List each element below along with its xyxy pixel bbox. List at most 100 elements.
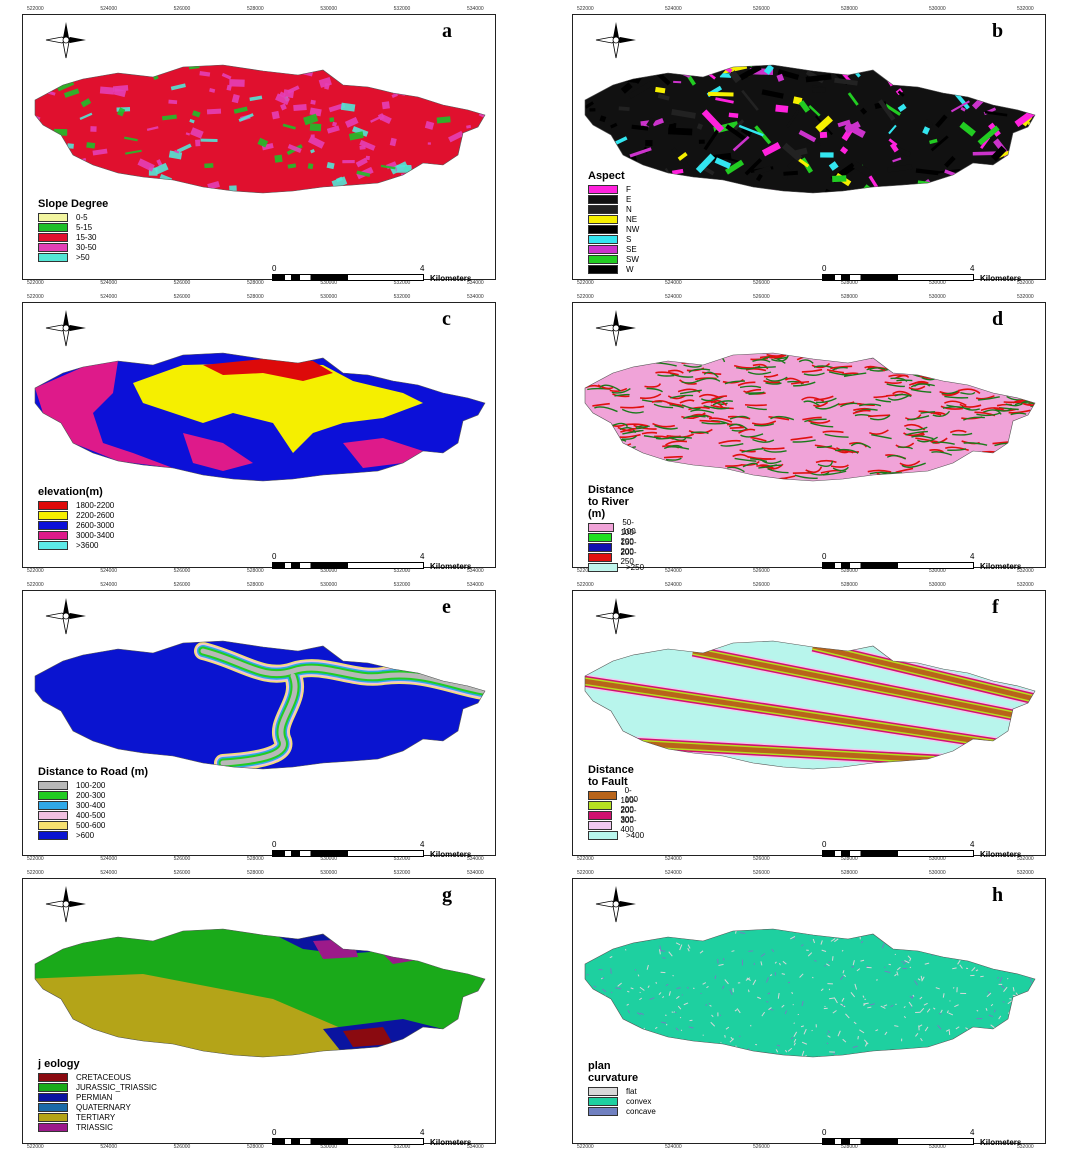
scale-unit-label: Kilometers (980, 562, 1022, 571)
legend-swatch (588, 552, 613, 562)
easting-tick-label: 530000 (320, 856, 338, 862)
easting-tick-label: 532000 (1017, 856, 1034, 862)
legend-item: 2200-2600 (38, 510, 114, 520)
legend-label: >250 (626, 562, 645, 572)
legend-label: CRETACEOUS (76, 1072, 131, 1082)
panel-letter: e (442, 596, 451, 618)
legend-label: 300-400 (76, 800, 106, 810)
legend-swatch (588, 1096, 618, 1106)
legend-label: 200-300 (76, 790, 106, 800)
easting-tick-label: 524000 (100, 6, 118, 12)
legend-item: W (588, 264, 639, 274)
easting-tick-label: 532000 (1017, 280, 1034, 286)
legend-label: 100-200 (76, 780, 106, 790)
easting-tick-label: 532000 (1017, 1144, 1034, 1150)
easting-tick-label: 522000 (577, 280, 594, 286)
map-panel-elevation: 522000 522000 524000 524000 526000 526000 5280… (0, 288, 540, 576)
easting-tick-label: 524000 (100, 870, 118, 876)
legend-label: N (626, 204, 632, 214)
legend-item: E (588, 194, 639, 204)
scale-end-label: 4 (420, 264, 425, 273)
easting-tick-label: 534000 (467, 280, 484, 286)
map-frame (22, 302, 496, 568)
easting-tick-label: 530000 (320, 568, 338, 574)
legend-swatch (38, 520, 68, 530)
legend-label: 300-400 (620, 816, 637, 834)
easting-tick-label: 528000 (841, 568, 858, 574)
easting-tick-label: 524000 (665, 856, 682, 862)
legend-swatch (38, 780, 68, 790)
easting-tick-label: 528000 (841, 280, 858, 286)
easting-tick-label: 530000 (320, 582, 338, 588)
legend-item: 200-300 (588, 806, 644, 824)
legend-item: NE (588, 214, 639, 224)
easting-tick-label: 524000 (665, 280, 682, 286)
legend-item: 0-5 (38, 212, 108, 222)
map-legend: Distance to Road (m) 100-200 200-300 300-40… (38, 766, 148, 840)
legend-item: convex (588, 1096, 656, 1106)
easting-tick-label: 528000 (841, 582, 858, 588)
easting-tick-label: 532000 (393, 856, 411, 862)
legend-item: 30-50 (38, 242, 108, 252)
easting-tick-label: 528000 (247, 856, 264, 862)
easting-tick-label: 522000 (577, 1144, 594, 1150)
legend-swatch (38, 540, 68, 550)
easting-tick-label: 534000 (467, 1144, 484, 1150)
legend-title: plan curvature (588, 1060, 639, 1084)
scale-start-label: 0 (822, 552, 827, 561)
legend-swatch (588, 244, 618, 254)
map-legend: Distance to Fault 0-100 100-200 200-300 300-… (588, 764, 644, 840)
legend-swatch (588, 214, 618, 224)
easting-tick-label: 522000 (577, 856, 594, 862)
legend-swatch (588, 820, 613, 830)
easting-tick-label: 532000 (1017, 582, 1034, 588)
map-legend: Aspect F E N NE NW S SE SW W (588, 170, 639, 274)
easting-tick-label: 524000 (100, 856, 118, 862)
easting-tick-label: 530000 (320, 1144, 338, 1150)
easting-tick-label: 524000 (665, 568, 682, 574)
legend-item: 3000-3400 (38, 530, 114, 540)
easting-tick-label: 522000 (577, 582, 594, 588)
easting-tick-label: 534000 (467, 294, 484, 300)
easting-tick-label: 524000 (665, 582, 682, 588)
legend-swatch (38, 1112, 68, 1122)
legend-label: F (626, 184, 631, 194)
legend-swatch (588, 194, 618, 204)
legend-swatch (38, 232, 68, 242)
scale-unit-label: Kilometers (430, 850, 472, 859)
easting-tick-label: 532000 (393, 1144, 411, 1150)
north-arrow-icon (595, 598, 636, 635)
panel-letter: f (992, 596, 999, 618)
easting-tick-label: 528000 (841, 294, 858, 300)
legend-swatch (38, 1092, 68, 1102)
legend-item: 50-100 (588, 518, 644, 536)
easting-tick-label: 522000 (577, 6, 594, 12)
panel-letter: d (992, 308, 1004, 330)
legend-label: JURASSIC_TRIASSIC (76, 1082, 157, 1092)
easting-tick-label: 530000 (929, 280, 946, 286)
legend-label: >50 (76, 252, 90, 262)
easting-tick-label: 528000 (247, 582, 264, 588)
scale-end-label: 4 (420, 1128, 425, 1137)
legend-label: 0-5 (76, 212, 88, 222)
easting-tick-label: 526000 (753, 870, 770, 876)
easting-tick-label: 526000 (173, 870, 191, 876)
legend-label: NW (626, 224, 640, 234)
easting-tick-label: 526000 (753, 1144, 770, 1150)
easting-tick-label: 522000 (27, 568, 44, 574)
easting-tick-label: 526000 (753, 582, 770, 588)
easting-tick-label: 530000 (320, 294, 338, 300)
scale-end-label: 4 (970, 552, 975, 561)
easting-tick-label: 532000 (393, 582, 411, 588)
map-legend: elevation(m) 1800-2200 2200-2600 2600-3000 3… (38, 486, 114, 550)
legend-item: 200-250 (588, 548, 644, 566)
north-arrow-icon (45, 886, 86, 923)
scale-start-label: 0 (272, 264, 277, 273)
scale-end-label: 4 (970, 840, 975, 849)
scale-end-label: 4 (420, 552, 425, 561)
legend-swatch (588, 204, 618, 214)
scale-end-label: 4 (420, 840, 425, 849)
legend-label: 2600-3000 (76, 520, 115, 530)
legend-label: SE (626, 244, 637, 254)
scale-end-label: 4 (970, 264, 975, 273)
